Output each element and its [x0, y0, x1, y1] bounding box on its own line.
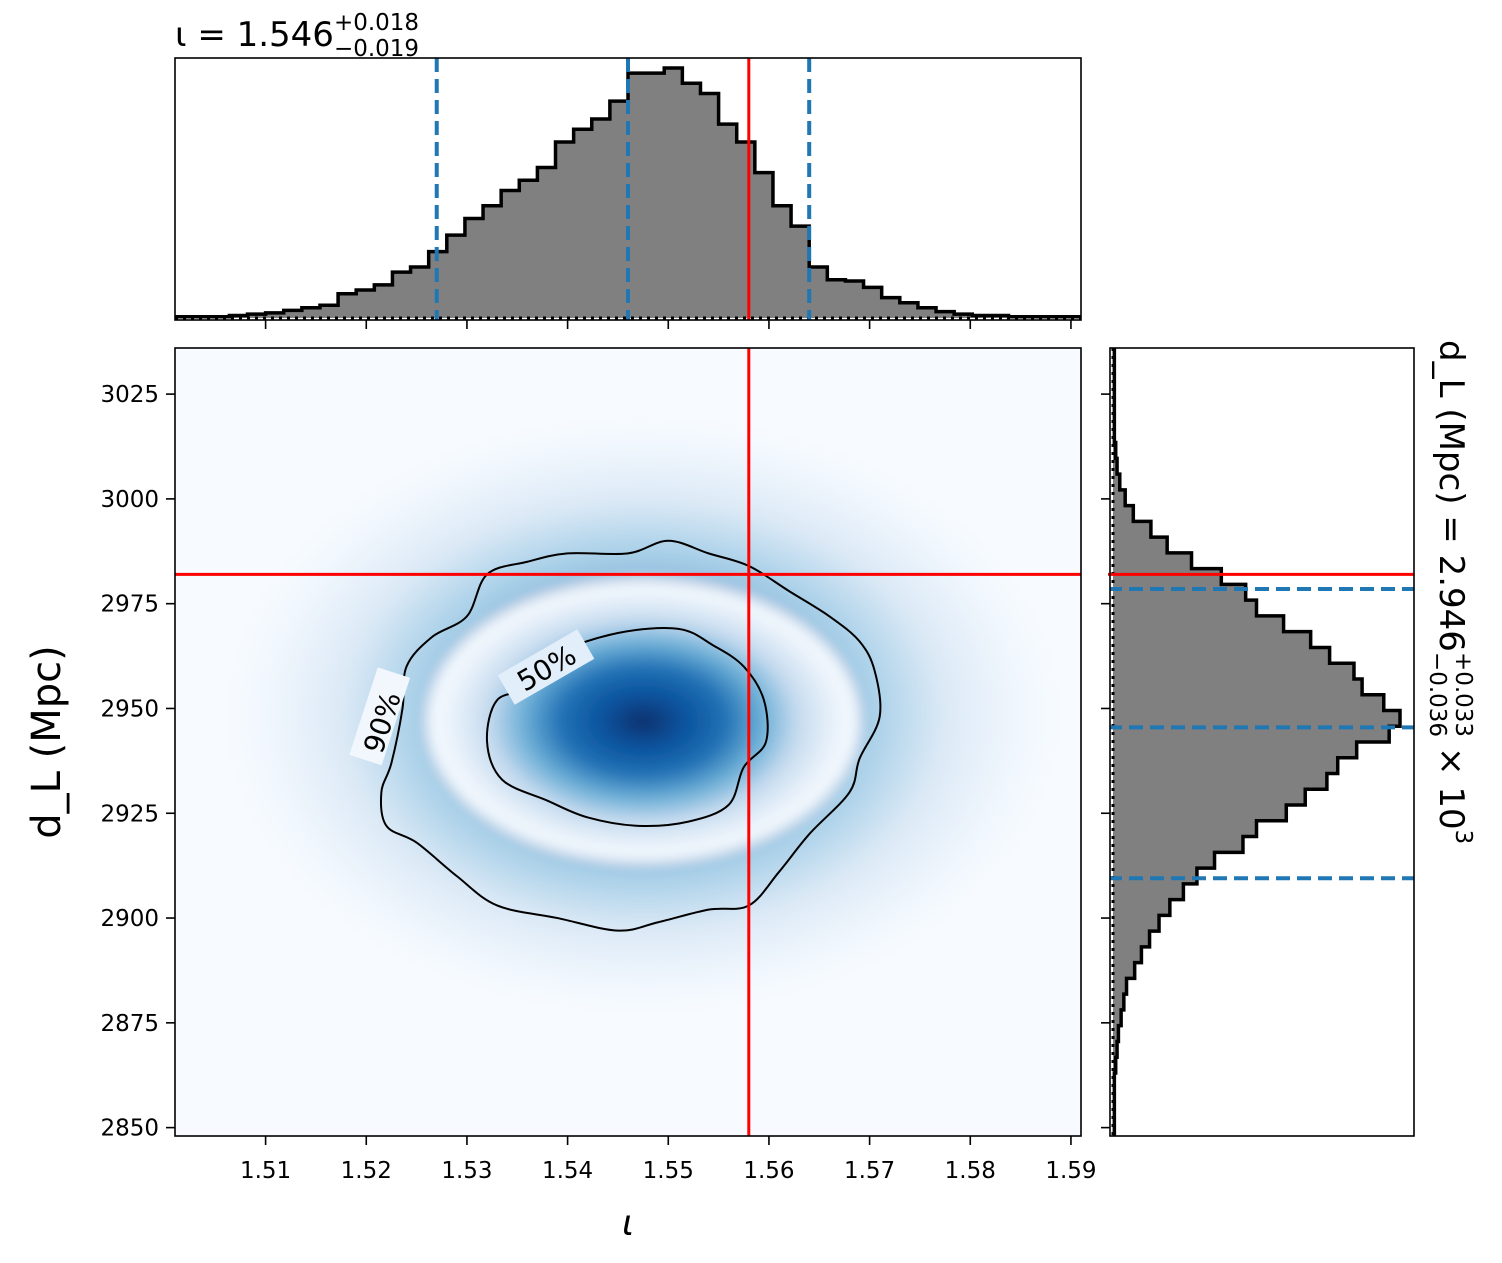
top-histogram-outline — [175, 66, 1081, 319]
y-tick-label: 3000 — [100, 487, 159, 513]
x-tick-label: 1.52 — [341, 1158, 392, 1184]
y-tick-label: 2925 — [100, 801, 159, 827]
top-x-ticks — [264, 320, 1072, 329]
joint-axes-frame — [174, 347, 1082, 1137]
contour-50 — [485, 627, 769, 827]
y-tick-label: 2850 — [100, 1116, 159, 1142]
right-y-ticks — [1101, 393, 1110, 1129]
right-axes-frame — [1109, 347, 1415, 1137]
y-tick-label: 3025 — [100, 382, 159, 408]
right-quantile-lines — [1110, 587, 1414, 881]
joint-panel: 50% 90% 1.51 1.52 1.53 1.54 1.55 1.56 1.57 1.58… — [24, 347, 1097, 1244]
contour-90 — [379, 539, 882, 932]
x-tick-label: 1.53 — [441, 1158, 492, 1184]
top-marginal-panel: ι = 1.546+0.018 −0.019 — [174, 10, 1082, 329]
top-axes-frame — [174, 57, 1082, 321]
x-tick-label: 1.57 — [844, 1158, 895, 1184]
x-tick-label: 1.58 — [945, 1158, 996, 1184]
density-core — [428, 581, 859, 862]
x-tick-label: 1.55 — [643, 1158, 694, 1184]
right-histogram-outline — [1112, 348, 1402, 1136]
joint-x-ticks: 1.51 1.52 1.53 1.54 1.55 1.56 1.57 1.58 1.59 — [240, 1136, 1097, 1184]
y-tick-label: 2975 — [100, 592, 159, 618]
y-tick-label: 2875 — [100, 1011, 159, 1037]
y-tick-label: 2900 — [100, 906, 159, 932]
right-histogram-fill — [1113, 348, 1400, 1136]
y-tick-label: 2950 — [100, 696, 159, 722]
right-title: d_L (Mpc) = 2.946+0.033−0.036× 103 — [1424, 340, 1476, 844]
x-tick-label: 1.51 — [240, 1158, 291, 1184]
x-axis-label: ι — [622, 1203, 634, 1244]
top-quantile-lines — [434, 58, 812, 320]
right-marginal-panel: d_L (Mpc) = 2.946+0.033−0.036× 103 — [1101, 340, 1476, 1137]
x-tick-label: 1.56 — [743, 1158, 794, 1184]
top-title: ι = 1.546+0.018 −0.019 — [175, 10, 419, 62]
y-axis-label: d_L (Mpc) — [24, 645, 70, 839]
joint-y-ticks: 2850 2875 2900 2925 2950 2975 3000 3025 — [100, 382, 175, 1142]
x-tick-label: 1.59 — [1045, 1158, 1096, 1184]
x-tick-label: 1.54 — [542, 1158, 593, 1184]
